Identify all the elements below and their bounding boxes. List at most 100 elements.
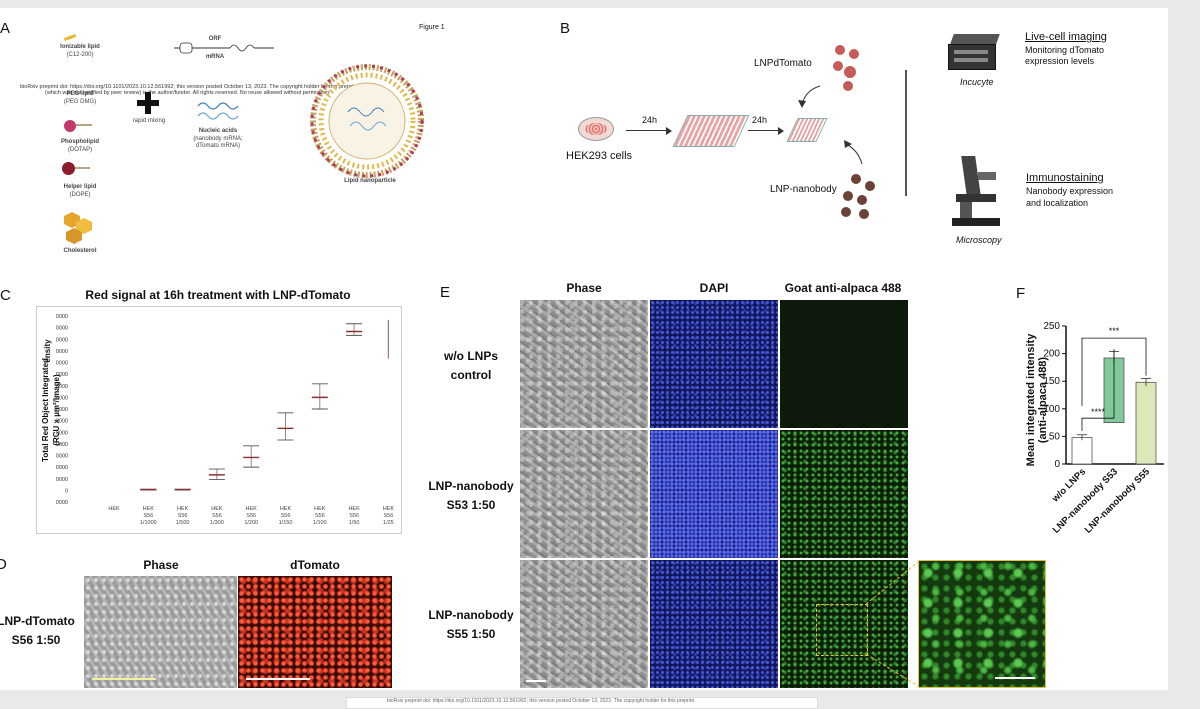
e-alpaca-s55-zoom-image — [918, 560, 1046, 688]
microscope-icon — [952, 154, 1004, 230]
chart-c-xtick-label: HEK — [211, 506, 223, 512]
chart-c-ytick-label: 210000 — [56, 407, 68, 413]
chart-c-ytick-label: 180000 — [56, 419, 68, 425]
arrow-2-head-icon — [778, 127, 784, 135]
chart-c-ytick-label: 450000 — [56, 314, 68, 320]
cholesterol-label: Cholesterol — [63, 248, 97, 254]
chart-c-xtick-label: S56 — [143, 513, 153, 519]
orf-label: ORF — [208, 36, 222, 42]
arrow-1-head-icon — [666, 127, 672, 135]
microscopy-label: Microscopy — [956, 235, 1002, 245]
chart-c-ytick-label: 90000 — [56, 454, 68, 460]
footer-strip: bioRxiv preprint doi: https://doi.org/10… — [346, 697, 818, 709]
e-dapi-s53-image — [650, 430, 778, 558]
lnp-nanobody-label: LNP-nanobody — [770, 184, 837, 195]
arrow-curve-2-icon — [844, 140, 863, 165]
chart-c-xtick-label: HEK — [280, 506, 292, 512]
chart-c-xtick-label: HEK — [246, 506, 258, 512]
chart-c-xtick-label: 1/500 — [176, 520, 190, 526]
phospholipid-sub: (DOTAP) — [67, 147, 93, 153]
nucleic-acids-sub: (nanobody mRNA; dTomato mRNA) — [193, 136, 243, 149]
chart-c-xtick-label: HEK — [383, 506, 395, 512]
phospholipid-icon — [64, 120, 76, 132]
chart-c-xtick-label: HEK — [177, 506, 189, 512]
peg-lipid-label: PEG-lipid — [66, 91, 94, 97]
helper-lipid-label: Helper lipid — [63, 184, 97, 190]
chart-f-ytick-label: 50 — [1049, 431, 1061, 442]
panel-e-row-2-label: LNP-nanobody S53 1:50 — [428, 479, 514, 512]
chart-c-ytick-label: 300000 — [56, 372, 68, 378]
peg-lipid-sub: (PEG DMG) — [63, 99, 97, 105]
panel-f-letter: F — [1016, 285, 1026, 302]
chart-c-xtick-label: 1/300 — [210, 520, 224, 526]
lnp-nanobody-particles-icon — [841, 174, 875, 219]
chart-c-plot: 4500004200003900003600003300003000002700… — [56, 314, 395, 526]
preprint-line-1: bioRxiv preprint doi: https://doi.org/10… — [20, 84, 358, 90]
chart-c-xtick-label: 1/1000 — [140, 520, 157, 526]
chart-f-ytick-label: 200 — [1043, 349, 1060, 360]
incucyte-label: Incucyte — [960, 77, 994, 87]
live-cell-imaging-title: Live-cell imaging — [1025, 31, 1107, 43]
e-phase-control-image — [520, 300, 648, 428]
arrow-curve-1-icon — [798, 85, 821, 108]
time-label-2: 24h — [752, 115, 768, 125]
panel-d-dtomato-image — [238, 576, 392, 688]
e-alpaca-s55-image — [780, 560, 908, 688]
chart-f-ytick-label: 0 — [1054, 459, 1060, 470]
chart-c-xtick-label: S56 — [178, 513, 188, 519]
panel-b-letter: B — [560, 20, 571, 37]
panel-d-letter: D — [0, 556, 7, 573]
footer-preprint-text: bioRxiv preprint doi: https://doi.org/10… — [387, 698, 694, 704]
e-phase-s53-image — [520, 430, 648, 558]
lipid-nanoparticle-icon — [310, 64, 424, 178]
e-phase-s55-image — [520, 560, 648, 688]
immunostaining-title: Immunostaining — [1026, 172, 1104, 184]
panel-d-row-label: LNP-dTomato S56 1:50 — [0, 614, 75, 647]
chart-c-xtick-label: S56 — [281, 513, 291, 519]
panel-d-col-dtomato: dTomato — [290, 558, 340, 572]
chart-c-ytick-label: 240000 — [56, 395, 68, 401]
chart-c-xtick-label: HEK — [143, 506, 155, 512]
lipid-nanoparticle-label: Lipid nanoparticle — [344, 178, 396, 184]
panel-e-row-1-label: w/o LNPs control — [443, 349, 498, 382]
chart-c-frame — [36, 306, 402, 534]
lnp-dtomato-label: LNPdTomato — [754, 58, 812, 69]
panel-e-col-phase: Phase — [566, 281, 602, 295]
phospholipid-tail-icon — [76, 124, 92, 126]
helper-lipid-sub: (DOPE) — [69, 192, 91, 198]
chart-c-xtick-label: S56 — [212, 513, 222, 519]
e-dapi-control-image — [650, 300, 778, 428]
chart-f-bar — [1071, 437, 1093, 465]
preprint-line-2: (which was not certified by peer review)… — [45, 90, 331, 96]
chart-f-ytick-label: 150 — [1043, 376, 1060, 387]
chart-c-xtick-label: 1/50 — [349, 520, 360, 526]
time-label-1: 24h — [642, 115, 658, 125]
chart-c-title: Red signal at 16h treatment with LNP-dTo… — [85, 288, 351, 302]
panel-e-col-alpaca: Goat anti-alpaca 488 — [784, 281, 902, 295]
panel-e-col-dapi: DAPI — [699, 281, 729, 295]
live-cell-desc-2: expression levels — [1025, 56, 1095, 66]
chart-f-sig-bracket — [1081, 349, 1115, 431]
chart-c-ytick-label: 30000 — [56, 477, 68, 483]
chart-c-xtick-label: S56 — [246, 513, 256, 519]
chart-f-sig-label: **** — [1091, 407, 1106, 417]
immuno-desc-2: and localization — [1026, 198, 1089, 208]
arrow-2 — [748, 130, 782, 131]
panel-d-phase-image — [84, 576, 237, 688]
e-alpaca-control-image — [780, 300, 908, 428]
chart-c-xtick-label: S56 — [315, 513, 325, 519]
chart-c-ytick-label: 60000 — [56, 465, 68, 471]
lnp-dtomato-particles-icon — [833, 45, 859, 91]
immuno-desc-1: Nanobody expression — [1026, 186, 1114, 196]
rapid-mixing-label: rapid mixing — [132, 118, 166, 124]
arrow-1 — [626, 130, 670, 131]
ionizable-lipid-sub: (C12-200) — [66, 52, 94, 58]
chart-f-sig-bracket — [1081, 337, 1147, 407]
incucyte-instrument-icon — [944, 30, 1000, 70]
helper-lipid-icon — [62, 162, 75, 175]
plus-icon — [137, 92, 159, 114]
zoom-connector-lines — [866, 561, 919, 687]
phospholipid-label: Phospholipid — [61, 139, 99, 145]
chart-c-xtick-label: 1/100 — [313, 520, 327, 526]
